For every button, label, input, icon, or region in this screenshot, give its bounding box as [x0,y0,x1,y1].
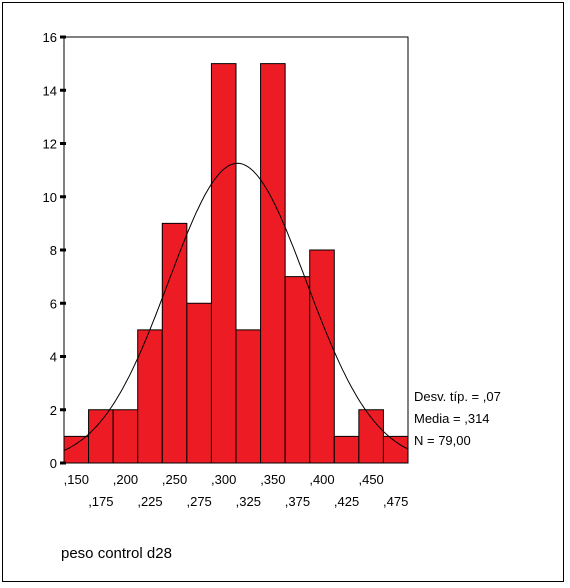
x-tick-label: ,200 [113,472,138,487]
histogram-bar [63,435,90,464]
histogram-bar [161,222,188,464]
histogram-bar [112,409,139,464]
stats-box: Desv. típ. = ,07 Media = ,314 N = 79,00 [414,386,501,452]
y-tick-label: 10 [43,190,57,205]
histogram-bar [186,302,212,464]
stat-mean: Media = ,314 [414,411,490,426]
histogram-bar [358,409,384,464]
y-tick-label: 2 [50,403,57,418]
normal-curve [63,162,409,451]
y-tick-label: 8 [50,243,57,258]
y-tick-label: 12 [43,137,57,152]
x-tick-label: ,225 [137,494,162,509]
histogram-chart: 0 2 4 6 8 10 12 14 16 ,150 ,200 ,250 ,300 ,350 ,400 ,45… [43,30,409,509]
x-tick-label: ,150 [64,472,89,487]
x-tick-label: ,400 [309,472,334,487]
stat-n: N = 79,00 [414,433,471,448]
x-tick-label: ,325 [236,494,261,509]
histogram-bar [210,63,237,464]
histogram-bar [88,409,114,464]
x-tick-label: ,275 [186,494,211,509]
y-tick-label: 0 [50,456,57,471]
histogram-bar [309,249,335,464]
histogram-bar [382,435,409,464]
x-tick-label: ,300 [211,472,236,487]
x-tick-label: ,425 [334,494,359,509]
stat-sd: Desv. típ. = ,07 [414,389,501,404]
x-tick-label: ,175 [88,494,113,509]
x-tick-label: ,375 [285,494,310,509]
y-tick-label: 6 [50,296,57,311]
histogram-bar [260,63,286,464]
histogram-bar [284,276,311,464]
chart-frame: 0 2 4 6 8 10 12 14 16 ,150 ,200 ,250 ,300 ,350 ,400 ,45… [2,2,564,582]
y-tick-label: 16 [43,30,57,45]
x-tick-label: ,450 [358,472,383,487]
y-tick-label: 14 [43,83,57,98]
x-axis-label: peso control d28 [61,545,172,562]
x-tick-label: ,350 [260,472,285,487]
histogram-bar [235,329,262,464]
histogram-bar [333,435,360,464]
x-tick-label: ,250 [162,472,187,487]
y-tick-label: 4 [50,350,57,365]
x-tick-label: ,475 [383,494,408,509]
